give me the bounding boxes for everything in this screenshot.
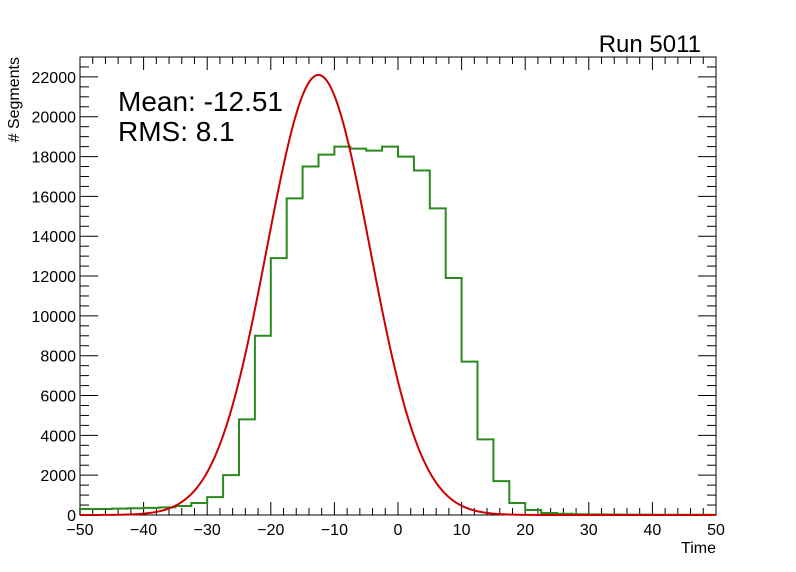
y-tick-label: 8000 (40, 349, 76, 366)
y-tick-label: 0 (67, 508, 76, 525)
x-tick-label: 30 (580, 522, 598, 539)
y-axis-tick-labels: 0 2000 4000 6000 8000 10000 12000 14000 16000 180… (32, 70, 77, 525)
y-tick-label: 22000 (32, 70, 77, 87)
x-tick-label: −30 (194, 522, 221, 539)
x-tick-label: 50 (707, 522, 725, 539)
y-tick-label: 16000 (32, 189, 77, 206)
x-tick-label: −10 (321, 522, 348, 539)
x-tick-label: −50 (66, 522, 93, 539)
chart-title: Run 5011 (599, 31, 701, 58)
x-tick-label: 10 (453, 522, 471, 539)
y-tick-label: 18000 (32, 150, 77, 167)
y-tick-label: 2000 (40, 468, 76, 485)
x-tick-label: −20 (257, 522, 284, 539)
y-tick-label: 10000 (32, 309, 77, 326)
x-axis-tick-labels: −50 −40 −30 −20 −10 0 10 20 30 40 50 (66, 522, 725, 539)
mean-stat: Mean: -12.51 (118, 86, 283, 117)
rms-stat: RMS: 8.1 (118, 116, 235, 147)
x-tick-label: 20 (516, 522, 534, 539)
gaussian-fit-curve (80, 73, 716, 516)
y-tick-label: 14000 (32, 229, 77, 246)
y-tick-label: 4000 (40, 428, 76, 445)
y-tick-label: 12000 (32, 269, 77, 286)
x-tick-label: −40 (130, 522, 157, 539)
y-tick-label: 20000 (32, 110, 77, 127)
x-tick-label: 40 (644, 522, 662, 539)
y-axis-ticks (80, 56, 716, 516)
x-tick-label: 0 (394, 522, 403, 539)
x-axis-title: Time (681, 540, 716, 557)
y-tick-label: 6000 (40, 389, 76, 406)
y-axis-title: # Segments (6, 57, 23, 142)
histogram-series (79, 145, 716, 516)
